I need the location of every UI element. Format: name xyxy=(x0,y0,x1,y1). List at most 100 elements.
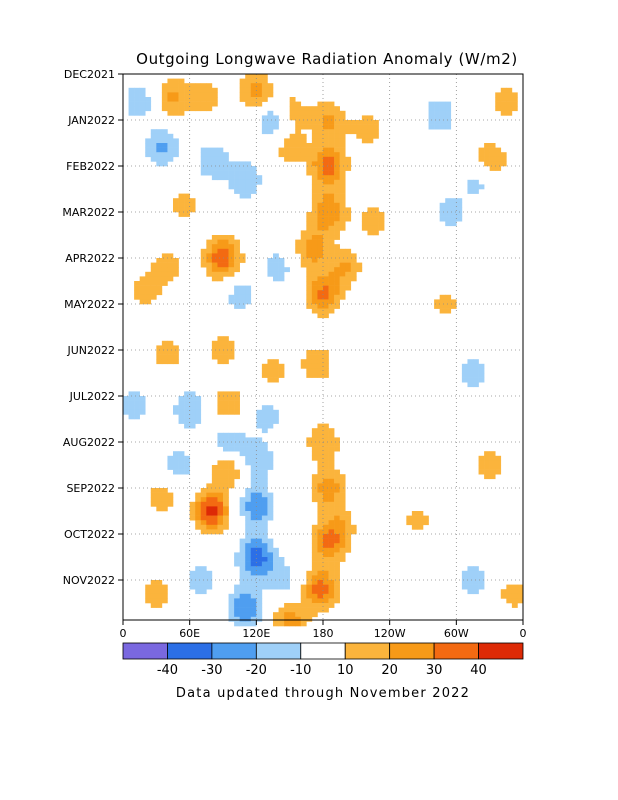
heat-cell xyxy=(273,267,279,273)
heat-cell xyxy=(334,133,340,139)
heat-cell xyxy=(311,354,318,360)
heat-cell xyxy=(234,589,240,595)
heat-cell xyxy=(234,607,240,613)
heat-cell xyxy=(245,534,252,539)
heat-cell xyxy=(173,267,179,273)
heat-cell xyxy=(245,612,252,618)
heat-cell xyxy=(228,294,235,300)
heat-cell xyxy=(317,432,324,438)
heat-cell xyxy=(406,515,413,521)
heat-cell xyxy=(250,189,257,194)
heat-cell xyxy=(256,488,263,493)
heat-cell xyxy=(261,87,268,93)
heat-cell xyxy=(228,244,235,250)
heat-cell xyxy=(128,110,135,116)
heat-cell xyxy=(311,207,318,213)
heat-cell xyxy=(328,202,335,208)
heat-cell xyxy=(167,101,174,107)
heat-cell xyxy=(439,106,446,112)
heat-cell xyxy=(306,212,313,217)
heat-cell xyxy=(267,262,274,268)
heat-cell xyxy=(245,552,252,558)
heat-cell xyxy=(134,285,140,291)
heat-cell xyxy=(323,225,329,231)
heat-cell xyxy=(250,455,257,461)
heat-cell xyxy=(473,359,479,365)
heat-cell xyxy=(250,446,257,452)
heat-cell xyxy=(289,97,296,102)
heat-cell xyxy=(261,580,268,585)
heat-cell xyxy=(328,253,335,259)
heat-cell xyxy=(328,156,335,162)
heat-cell xyxy=(367,212,374,217)
heat-cell xyxy=(239,497,246,503)
heat-cell xyxy=(267,492,274,498)
heat-cell xyxy=(156,492,163,498)
heat-cell xyxy=(306,584,313,590)
heat-cell xyxy=(473,189,479,194)
heat-cell xyxy=(323,511,329,516)
heat-cell xyxy=(250,469,257,475)
heat-cell xyxy=(317,110,324,116)
heat-cell xyxy=(317,497,324,503)
heat-cell xyxy=(156,350,163,355)
heat-cell xyxy=(239,446,246,452)
heat-cell xyxy=(334,189,340,194)
heat-cell xyxy=(261,423,268,429)
heat-cell xyxy=(128,92,135,98)
heat-cell xyxy=(311,308,318,314)
heat-cell xyxy=(300,115,307,121)
heat-cell xyxy=(311,437,318,443)
heat-cell xyxy=(428,106,435,112)
heat-cell xyxy=(289,147,296,153)
y-tick-label: DEC2021 xyxy=(64,68,115,81)
y-tick-label: JUL2022 xyxy=(69,390,115,403)
heat-cell xyxy=(306,575,313,581)
heat-cell xyxy=(334,575,340,581)
heat-cell xyxy=(234,175,240,181)
heat-cell xyxy=(311,446,318,452)
heat-cell xyxy=(256,446,263,452)
heat-cell xyxy=(300,359,307,365)
heat-cell xyxy=(184,87,190,93)
heat-cell xyxy=(317,488,324,493)
heat-cell xyxy=(339,534,346,539)
heat-cell xyxy=(334,244,340,250)
heat-cell xyxy=(206,170,213,176)
heat-cell xyxy=(317,543,324,549)
heat-cell xyxy=(300,616,307,622)
heat-cell xyxy=(250,575,257,581)
heat-cell xyxy=(273,414,279,420)
heat-cell xyxy=(250,543,257,549)
heat-cell xyxy=(295,156,302,162)
heat-cell xyxy=(334,534,340,539)
heat-cell xyxy=(439,120,446,125)
heat-cell xyxy=(167,262,174,268)
heat-cell xyxy=(345,547,352,553)
heat-cell xyxy=(261,451,268,457)
heat-cell xyxy=(273,368,279,374)
heat-cell xyxy=(300,363,307,369)
heat-cell xyxy=(295,616,302,622)
heat-cell xyxy=(228,166,235,171)
heat-cell xyxy=(317,580,324,585)
heat-cell xyxy=(261,529,268,535)
heat-cell xyxy=(256,616,263,622)
heat-cell xyxy=(306,235,313,240)
heat-cell xyxy=(295,621,302,627)
heat-cell xyxy=(245,561,252,567)
colorbar-label: -20 xyxy=(246,663,267,678)
heat-cell xyxy=(245,83,252,89)
heat-cell xyxy=(339,207,346,213)
heat-cell xyxy=(150,584,157,590)
heat-cell xyxy=(150,152,157,158)
heat-cell xyxy=(334,511,340,516)
heat-cell xyxy=(467,377,474,383)
heat-cell xyxy=(245,584,252,590)
heat-cell xyxy=(178,97,185,102)
heat-cell xyxy=(356,129,363,135)
heat-cell xyxy=(200,584,207,590)
heat-cell xyxy=(489,465,496,470)
heat-cell xyxy=(323,170,329,176)
heat-cell xyxy=(273,377,279,383)
